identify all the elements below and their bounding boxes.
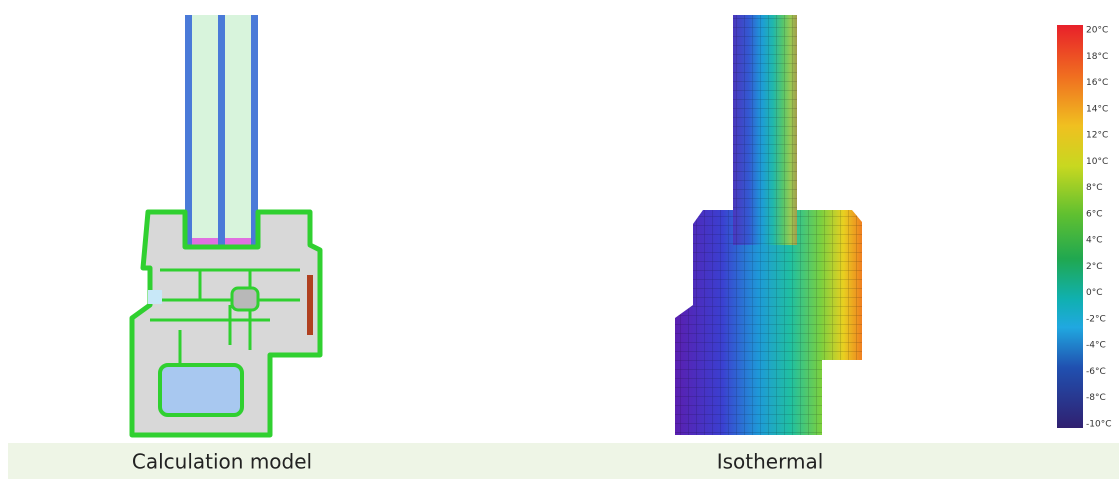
- scale-label: -6°C: [1086, 367, 1106, 377]
- scale-label: 0°C: [1086, 288, 1103, 298]
- calculation-model: [132, 15, 320, 435]
- scale-label: -8°C: [1086, 393, 1106, 403]
- scale-label: 14°C: [1086, 104, 1108, 114]
- figure: 20°C 18°C 16°C 14°C 12°C 10°C 8°C 6°C 4°C 2°C 0°C -…: [0, 0, 1119, 479]
- scale-label: 12°C: [1086, 131, 1108, 141]
- scale-label: 10°C: [1086, 157, 1108, 167]
- scale-label: -10°C: [1086, 420, 1111, 430]
- scale-label: 4°C: [1086, 236, 1103, 246]
- caption: Calculation model: [132, 450, 312, 474]
- isothermal-plot: [675, 15, 862, 435]
- scale-label: 6°C: [1086, 209, 1103, 219]
- scale-label: 8°C: [1086, 183, 1103, 193]
- scale-label: 20°C: [1086, 26, 1108, 36]
- scale-label: 2°C: [1086, 262, 1103, 272]
- caption: Isothermal: [717, 450, 824, 474]
- scale-label: 16°C: [1086, 78, 1108, 88]
- color-bar: [1057, 25, 1083, 428]
- scale-label: -4°C: [1086, 341, 1106, 351]
- scale-label: 18°C: [1086, 52, 1108, 62]
- figure-canvas: 20°C 18°C 16°C 14°C 12°C 10°C 8°C 6°C 4°C 2°C 0°C -…: [0, 0, 1119, 479]
- scale-label: -2°C: [1086, 314, 1106, 324]
- color-scale: 20°C 18°C 16°C 14°C 12°C 10°C 8°C 6°C 4°C 2°C 0°C -…: [1057, 25, 1111, 430]
